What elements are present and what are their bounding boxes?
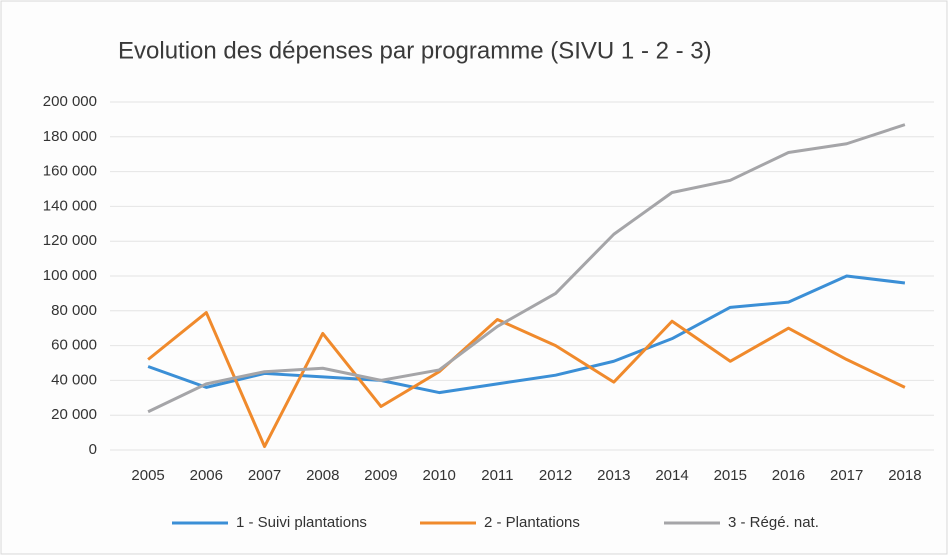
series-line (147, 311, 906, 449)
series-line (147, 123, 906, 414)
x-tick-label: 2015 (714, 467, 747, 484)
y-tick-label: 200 000 (43, 93, 97, 110)
y-tick-label: 60 000 (51, 337, 97, 354)
x-tick-label: 2016 (772, 467, 805, 484)
x-tick-label: 2012 (539, 467, 572, 484)
y-tick-label: 140 000 (43, 197, 97, 214)
legend-label: 2 - Plantations (484, 514, 580, 531)
y-tick-label: 0 (89, 441, 97, 458)
x-tick-label: 2009 (364, 467, 397, 484)
x-tick-label: 2007 (248, 467, 281, 484)
y-tick-label: 120 000 (43, 232, 97, 249)
x-tick-label: 2010 (422, 467, 455, 484)
x-tick-label: 2006 (190, 467, 223, 484)
x-tick-label: 2018 (888, 467, 921, 484)
legend-label: 3 - Régé. nat. (728, 514, 819, 531)
x-tick-label: 2014 (655, 467, 688, 484)
y-tick-label: 180 000 (43, 128, 97, 145)
y-tick-label: 40 000 (51, 371, 97, 388)
x-tick-label: 2008 (306, 467, 339, 484)
y-tick-label: 100 000 (43, 267, 97, 284)
series-line (147, 274, 906, 395)
x-tick-label: 2005 (131, 467, 164, 484)
y-tick-label: 160 000 (43, 163, 97, 180)
x-tick-label: 2017 (830, 467, 863, 484)
x-tick-label: 2013 (597, 467, 630, 484)
chart-title: Evolution des dépenses par programme (SI… (118, 37, 712, 64)
x-tick-label: 2011 (481, 467, 513, 484)
y-tick-label: 20 000 (51, 406, 97, 423)
y-tick-label: 80 000 (51, 302, 97, 319)
legend-label: 1 - Suivi plantations (236, 514, 367, 531)
